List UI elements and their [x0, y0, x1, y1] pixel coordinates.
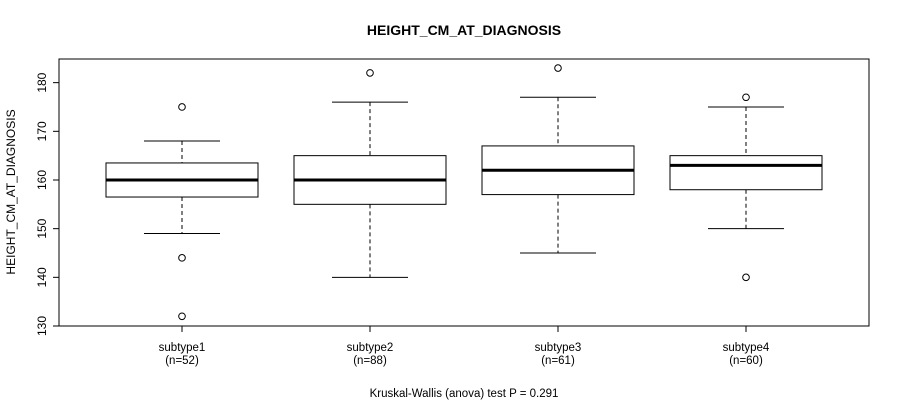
subtype2-outlier-0	[366, 69, 374, 77]
category-count-subtype3: (n=61)	[541, 355, 575, 367]
y-tick-label-150: 150	[35, 218, 49, 238]
y-tick-label-140: 140	[35, 267, 49, 287]
y-tick-label-180: 180	[35, 72, 49, 92]
box-subtype4	[669, 93, 823, 282]
subtype4-iqr-box	[669, 155, 823, 191]
category-label-subtype2: subtype2	[347, 342, 394, 354]
boxes	[105, 64, 823, 321]
kruskal-wallis-footnote: Kruskal-Wallis (anova) test P = 0.291	[370, 388, 559, 400]
y-axis-label: HEIGHT_CM_AT_DIAGNOSIS	[4, 109, 18, 274]
subtype4-outlier-0	[742, 93, 750, 102]
category-count-subtype2: (n=88)	[353, 355, 387, 367]
y-tick-label-170: 170	[35, 121, 49, 141]
subtype3-outlier-0	[554, 64, 562, 72]
y-tick-label-130: 130	[35, 316, 49, 336]
subtype1-outlier-0	[178, 103, 186, 111]
category-label-subtype1: subtype1	[159, 342, 206, 354]
subtype1-outlier-2	[178, 312, 186, 321]
subtype1-outlier-1	[178, 254, 186, 262]
box-subtype1	[105, 103, 259, 321]
y-tick-label-160: 160	[35, 170, 49, 190]
x-axis-labels: subtype1(n=52)subtype2(n=88)subtype3(n=6…	[159, 325, 770, 367]
category-label-subtype3: subtype3	[535, 342, 582, 354]
y-axis: 130 140 150 160 170 180	[35, 72, 60, 336]
box-subtype3	[481, 64, 635, 254]
category-count-subtype4: (n=60)	[729, 355, 763, 367]
box-subtype2	[293, 69, 447, 278]
chart-title: HEIGHT_CM_AT_DIAGNOSIS	[367, 22, 561, 38]
subtype4-outlier-1	[742, 273, 750, 282]
category-count-subtype1: (n=52)	[165, 355, 199, 367]
category-label-subtype4: subtype4	[723, 342, 770, 354]
